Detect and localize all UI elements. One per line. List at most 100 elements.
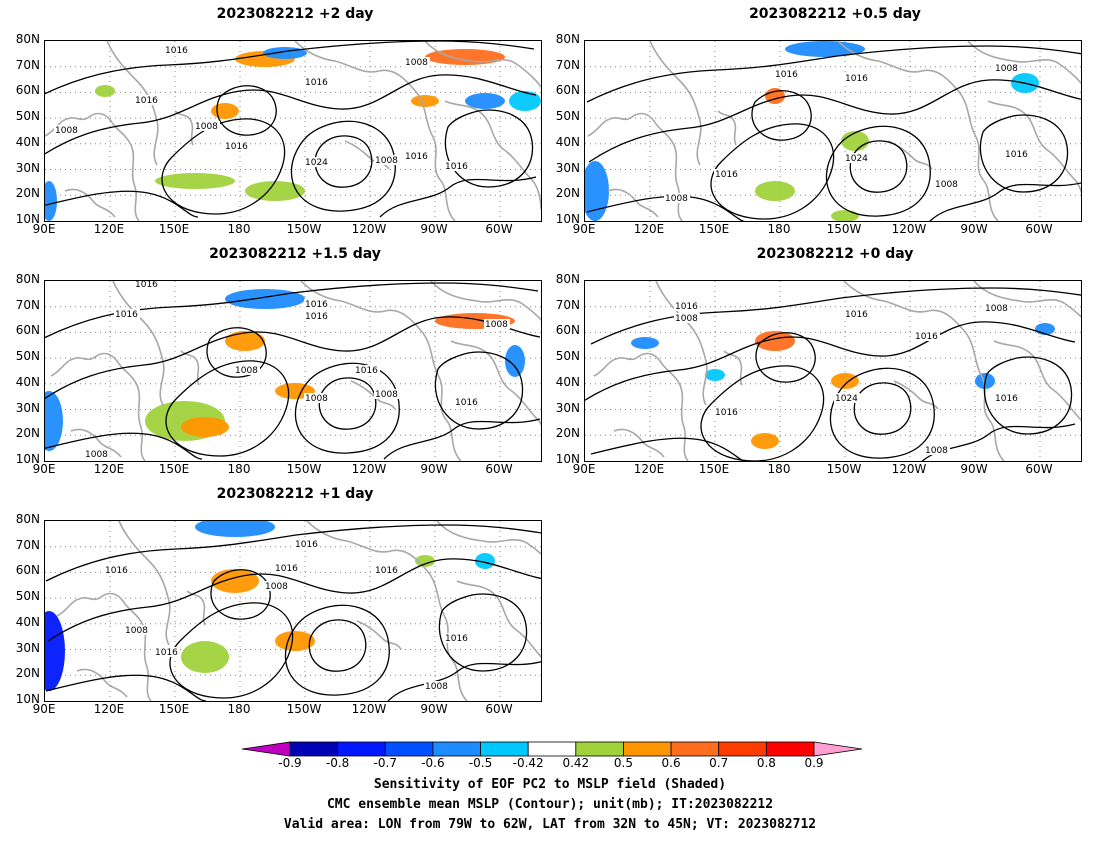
contour-label-bg xyxy=(234,365,260,375)
contour-label-bg xyxy=(354,365,380,375)
contour-label: 1008 xyxy=(935,180,958,190)
colorbar-tick-label: 0.8 xyxy=(756,756,776,770)
lat-tick-label: 70N xyxy=(555,297,580,312)
mslp-contour xyxy=(590,437,745,461)
sensitivity-shading xyxy=(831,373,859,389)
contour-label: 1024 xyxy=(305,158,328,168)
lat-tick-label: 30N xyxy=(15,640,40,655)
contour-label: 1016 xyxy=(845,74,868,84)
lat-tick-label: 80N xyxy=(555,272,580,286)
lon-tick-label: 120W xyxy=(891,222,927,236)
contour-label: 1008 xyxy=(985,304,1008,314)
contour-label: 1016 xyxy=(355,366,378,376)
contour-label: 1016 xyxy=(405,152,428,162)
contour-label: 1016 xyxy=(445,162,468,172)
lon-tick-label: 60W xyxy=(485,222,513,236)
contour-label-bg xyxy=(104,565,130,575)
contour-label: 1016 xyxy=(845,310,868,320)
coastline xyxy=(655,281,708,406)
map-plot: 1016 1008 1016 1016 1008 1024 1016 1016 1008 xyxy=(585,281,1081,461)
lon-tick-label: 150E xyxy=(158,222,190,236)
mslp-contour xyxy=(379,176,537,218)
lon-tick-label: 150W xyxy=(286,702,322,716)
mslp-contour xyxy=(45,74,537,155)
lat-tick-label: 70N xyxy=(15,57,40,72)
mslp-contour xyxy=(45,432,203,460)
lat-tick-label: 30N xyxy=(555,160,580,175)
sensitivity-shading xyxy=(275,631,315,651)
mslp-contour xyxy=(45,190,199,218)
lat-tick-label: 60N xyxy=(555,83,580,98)
coastline xyxy=(717,110,737,146)
contour-label-bg xyxy=(914,331,940,341)
lon-tick-label: 120W xyxy=(351,462,387,476)
contour-label-bg xyxy=(674,301,700,311)
coastline xyxy=(112,281,165,406)
contour-label-bg xyxy=(1004,149,1030,159)
coastline xyxy=(356,620,402,650)
colorbar-swatch xyxy=(337,741,386,757)
contour-label: 1016 xyxy=(775,70,798,80)
lat-tick-label: 10N xyxy=(555,211,580,226)
contour-label: 1016 xyxy=(675,302,698,312)
map-plot: 1016 1016 1016 1008 1008 1016 1008 1024 1008 1016… xyxy=(45,41,541,221)
map-plot: 1016 1016 1016 1016 1008 1008 1016 1008 1008 1016… xyxy=(45,281,541,461)
contour-label-bg xyxy=(714,169,740,179)
lon-tick-label: 90E xyxy=(32,222,56,236)
lon-tick-label: 120W xyxy=(891,462,927,476)
contour-label: 1016 xyxy=(305,312,328,322)
contour-label-bg xyxy=(444,161,470,171)
coastline xyxy=(174,110,194,146)
lat-tick-label: 10N xyxy=(15,211,40,226)
lon-tick-label: 150W xyxy=(826,222,862,236)
colorbar-tick-label: 0.7 xyxy=(709,756,729,770)
colorbar-swatch xyxy=(718,741,767,757)
lat-tick-label: 60N xyxy=(555,323,580,338)
panel-title: 2023082212 +0 day xyxy=(756,246,914,262)
mslp-contour xyxy=(755,332,816,383)
contour-label-bg xyxy=(404,57,430,67)
coastline xyxy=(987,100,1081,194)
lat-tick-label: 40N xyxy=(15,614,40,629)
map-frame: 1016 1016 1016 1016 1008 1008 1016 1008 1008 1016… xyxy=(44,280,542,462)
sensitivity-shading xyxy=(585,161,609,221)
contour-label: 1016 xyxy=(915,332,938,342)
contour-label: 1016 xyxy=(115,310,138,320)
mslp-contour xyxy=(308,619,367,672)
contour-label: 1008 xyxy=(665,194,688,204)
colorbar-swatch xyxy=(575,741,624,757)
mslp-contour xyxy=(849,140,908,193)
coastline xyxy=(436,521,541,556)
sensitivity-shading xyxy=(831,210,859,221)
sensitivity-shading xyxy=(505,345,525,377)
lat-tick-label: 10N xyxy=(15,691,40,706)
lat-tick-label: 20N xyxy=(15,426,40,441)
mslp-contour xyxy=(210,569,271,620)
lon-tick-label: 90W xyxy=(420,222,448,236)
contour-label-bg xyxy=(404,151,430,161)
coastline xyxy=(837,41,999,221)
contour-label-bg xyxy=(304,393,330,403)
sensitivity-shading xyxy=(211,103,239,119)
sensitivity-shading xyxy=(465,93,505,109)
contour-label: 1008 xyxy=(375,156,398,166)
map-frame: 1016 1008 1016 1016 1008 1024 1016 1016 1008 xyxy=(584,280,1082,462)
coastline xyxy=(294,41,456,221)
coastline xyxy=(70,428,122,458)
sensitivity-shading xyxy=(45,181,57,221)
colorbar-tick-label: -0.42 xyxy=(512,756,544,770)
contour-label: 1016 xyxy=(715,170,738,180)
coastline xyxy=(50,352,146,461)
mslp-contour xyxy=(206,327,267,378)
contour-label-bg xyxy=(424,681,450,691)
colorbar-tick-label: 0.42 xyxy=(562,756,590,770)
caption-valid-area: Valid area: LON from 79W to 62W, LAT fro… xyxy=(283,817,817,832)
contour-label: 1016 xyxy=(715,408,738,418)
mslp-contour xyxy=(284,604,390,696)
mslp-contour xyxy=(294,362,400,454)
mslp-contour xyxy=(387,660,541,701)
contour-label-bg xyxy=(274,563,300,573)
colorbar-tick-label: 0.5 xyxy=(613,756,633,770)
mslp-contour xyxy=(751,90,812,141)
coastline xyxy=(45,112,140,221)
